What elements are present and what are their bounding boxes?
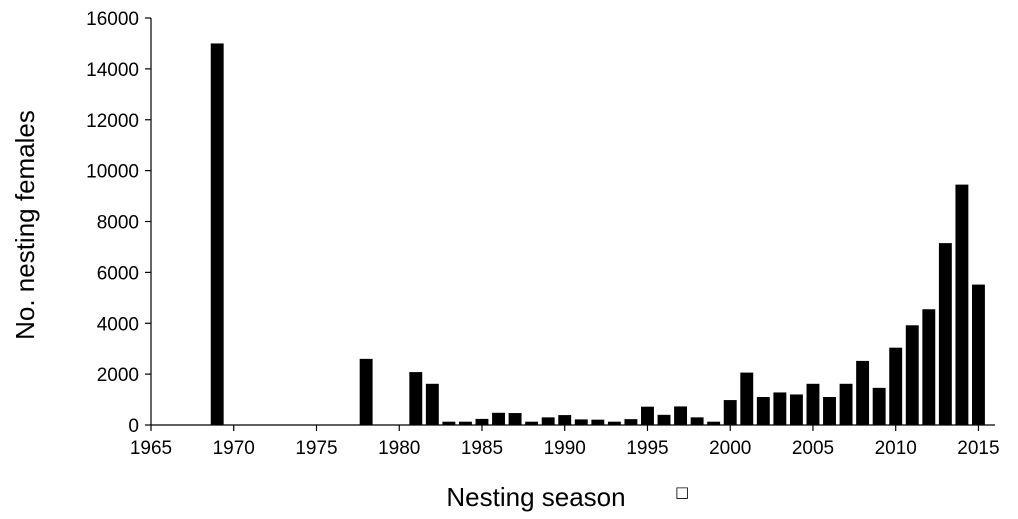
bar-2007 <box>839 383 853 425</box>
x-tick-label: 2000 <box>709 438 751 459</box>
bar-1990 <box>558 415 572 425</box>
bar-2000 <box>723 400 737 425</box>
y-tick-label: 8000 <box>97 213 139 234</box>
x-tick-label: 1965 <box>130 438 172 459</box>
bar-2009 <box>872 387 886 425</box>
bar-1995 <box>641 406 654 425</box>
bar-2011 <box>905 325 919 425</box>
x-tick-label: 2005 <box>792 438 834 459</box>
bar-2003 <box>773 392 787 425</box>
y-tick-label: 10000 <box>86 162 139 183</box>
bar-1999 <box>707 421 721 425</box>
bar-1989 <box>541 417 555 425</box>
bar-2014 <box>955 184 969 425</box>
bar-1994 <box>624 419 638 425</box>
bar-1988 <box>525 421 539 425</box>
bar-2008 <box>856 360 870 425</box>
y-tick-label: 0 <box>128 416 139 437</box>
bar-2005 <box>806 383 820 425</box>
bar-1987 <box>508 413 522 425</box>
x-tick-label: 1975 <box>295 438 337 459</box>
x-tick-label: 2015 <box>957 438 999 459</box>
bar-1993 <box>607 421 621 425</box>
x-tick-label: 1970 <box>213 438 255 459</box>
bar-1985 <box>475 418 489 425</box>
x-tick-label: 1995 <box>626 438 668 459</box>
x-tick-label: 2010 <box>875 438 917 459</box>
x-tick-label: 1990 <box>544 438 586 459</box>
bar-2015 <box>971 284 985 425</box>
y-tick-label: 2000 <box>97 365 139 386</box>
y-axis-title: No. nesting females <box>10 110 40 340</box>
bar-2013 <box>938 243 952 425</box>
bar-2004 <box>789 394 803 425</box>
bar-1991 <box>574 419 588 425</box>
bar-1978 <box>359 358 373 425</box>
y-tick-label: 6000 <box>97 263 139 284</box>
bar-1969 <box>210 43 224 425</box>
bar-2012 <box>922 309 936 425</box>
bar-1998 <box>690 417 704 425</box>
bar-1981 <box>409 372 423 425</box>
bar-1986 <box>492 412 505 425</box>
x-axis-title-symbol: □ <box>675 483 689 501</box>
y-tick-label: 4000 <box>97 314 139 335</box>
bars <box>210 43 985 425</box>
y-tick-label: 14000 <box>86 60 139 81</box>
x-tick-label: 1980 <box>378 438 420 459</box>
bar-1982 <box>425 383 439 425</box>
y-tick-label: 12000 <box>86 111 139 132</box>
bar-1992 <box>591 419 605 425</box>
bar-2002 <box>756 397 770 425</box>
x-axis-title: Nesting season <box>446 482 625 512</box>
y-tick-label: 16000 <box>86 9 139 30</box>
bar-1984 <box>458 421 472 425</box>
bar-2006 <box>823 397 836 425</box>
bar-2001 <box>740 372 754 425</box>
bar-1996 <box>657 414 671 425</box>
bar-2010 <box>889 347 903 425</box>
bar-1997 <box>674 406 688 425</box>
x-axis: 1965 1970 1975 1980 1985 1990 1995 2000 2005 2010… <box>130 424 1000 459</box>
x-tick-label: 1985 <box>461 438 503 459</box>
bar-1983 <box>442 421 456 425</box>
y-axis: 0 2000 4000 6000 8000 10000 12000 14000 16000 <box>86 9 152 437</box>
